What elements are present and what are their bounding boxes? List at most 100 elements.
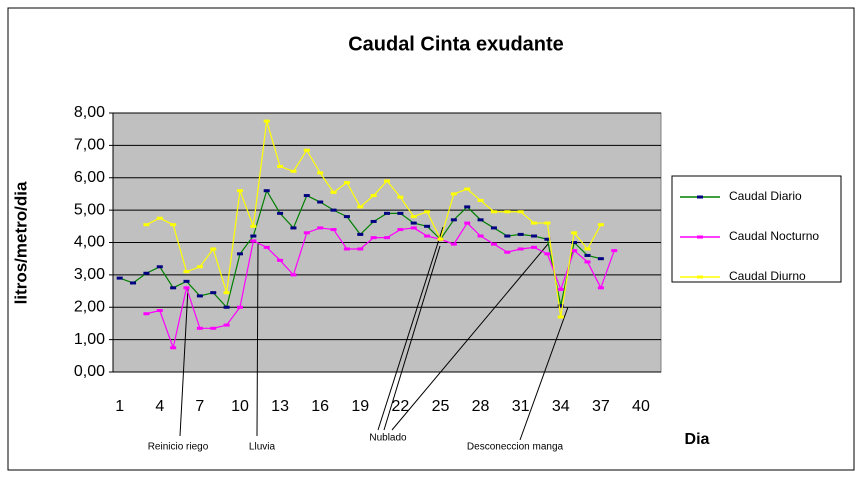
point-marker <box>263 119 270 123</box>
point-marker <box>357 232 364 236</box>
annotation: Lluvia <box>249 442 276 453</box>
point-marker <box>544 221 551 225</box>
point-marker <box>223 291 230 295</box>
point-marker <box>343 181 350 185</box>
point-marker <box>170 346 177 350</box>
point-marker <box>223 305 230 309</box>
point-marker <box>330 208 337 212</box>
annotation: Nublado <box>369 433 407 444</box>
x-tick-label: 25 <box>432 398 450 415</box>
x-tick-label: 22 <box>391 398 409 415</box>
point-marker <box>236 305 243 309</box>
point-marker <box>156 216 163 220</box>
point-marker <box>156 265 163 269</box>
x-tick-label: 13 <box>271 398 289 415</box>
x-tick-label: 16 <box>311 398 329 415</box>
point-marker <box>531 234 538 238</box>
point-marker <box>357 205 364 209</box>
point-marker <box>450 242 457 246</box>
point-marker <box>290 273 297 277</box>
legend-label: Caudal Nocturno <box>729 229 819 243</box>
annotation: Desconeccion manga <box>467 442 564 453</box>
point-marker <box>277 258 284 262</box>
legend-marker <box>697 235 703 239</box>
point-marker <box>397 195 404 199</box>
y-tick-label: 4,00 <box>74 234 105 251</box>
point-marker <box>597 223 604 227</box>
point-marker <box>504 234 511 238</box>
point-marker <box>464 205 471 209</box>
point-marker <box>397 228 404 232</box>
point-marker <box>330 228 337 232</box>
point-marker <box>437 237 444 241</box>
point-marker <box>490 242 497 246</box>
point-marker <box>597 257 604 261</box>
point-marker <box>557 304 564 308</box>
point-marker <box>611 249 618 253</box>
x-axis-label: Dia <box>685 431 710 448</box>
y-tick-label: 0,00 <box>74 363 105 380</box>
point-marker <box>196 326 203 330</box>
point-marker <box>464 187 471 191</box>
x-tick-label: 7 <box>195 398 204 415</box>
point-marker <box>531 221 538 225</box>
point-marker <box>544 252 551 256</box>
point-marker <box>250 234 257 238</box>
point-marker <box>156 308 163 312</box>
point-marker <box>183 270 190 274</box>
y-tick-label: 6,00 <box>74 169 105 186</box>
y-tick-label: 5,00 <box>74 201 105 218</box>
arrow <box>383 245 441 431</box>
point-marker <box>130 281 137 285</box>
point-marker <box>517 210 524 214</box>
point-marker <box>584 253 591 257</box>
point-marker <box>450 218 457 222</box>
point-marker <box>223 323 230 327</box>
x-tick-label: 37 <box>592 398 610 415</box>
point-marker <box>597 286 604 290</box>
arrow <box>377 226 444 431</box>
point-marker <box>477 234 484 238</box>
point-marker <box>517 232 524 236</box>
x-tick-label: 19 <box>351 398 369 415</box>
point-marker <box>504 210 511 214</box>
point-marker <box>384 236 390 240</box>
point-marker <box>143 223 150 227</box>
point-marker <box>236 189 243 193</box>
point-marker <box>571 231 578 235</box>
y-tick-label: 3,00 <box>74 266 105 283</box>
point-marker <box>557 287 564 291</box>
legend-marker <box>697 195 703 199</box>
point-marker <box>143 312 150 316</box>
x-tick-label: 1 <box>115 398 124 415</box>
point-marker <box>410 221 417 225</box>
x-tick-label: 4 <box>155 398 164 415</box>
point-marker <box>477 198 484 202</box>
point-marker <box>384 211 390 215</box>
point-marker <box>504 250 511 254</box>
point-marker <box>370 236 377 240</box>
point-marker <box>196 265 203 269</box>
x-tick-label: 10 <box>231 398 249 415</box>
point-marker <box>210 326 217 330</box>
point-marker <box>263 245 270 249</box>
point-marker <box>410 215 417 219</box>
point-marker <box>584 260 591 264</box>
point-marker <box>397 211 404 215</box>
chart-title: Caudal Cinta exudante <box>348 33 564 55</box>
y-tick-label: 1,00 <box>74 331 105 348</box>
point-marker <box>116 276 123 280</box>
legend-marker <box>697 275 703 279</box>
arrow <box>519 306 569 441</box>
point-marker <box>277 164 284 168</box>
point-marker <box>557 315 564 319</box>
annotation: Reinicio riego <box>148 442 209 453</box>
x-tick-label: 34 <box>552 398 570 415</box>
point-marker <box>477 218 484 222</box>
point-marker <box>357 247 364 251</box>
y-tick-label: 7,00 <box>74 137 105 154</box>
point-marker <box>210 247 217 251</box>
point-marker <box>196 294 203 298</box>
point-marker <box>317 171 324 175</box>
